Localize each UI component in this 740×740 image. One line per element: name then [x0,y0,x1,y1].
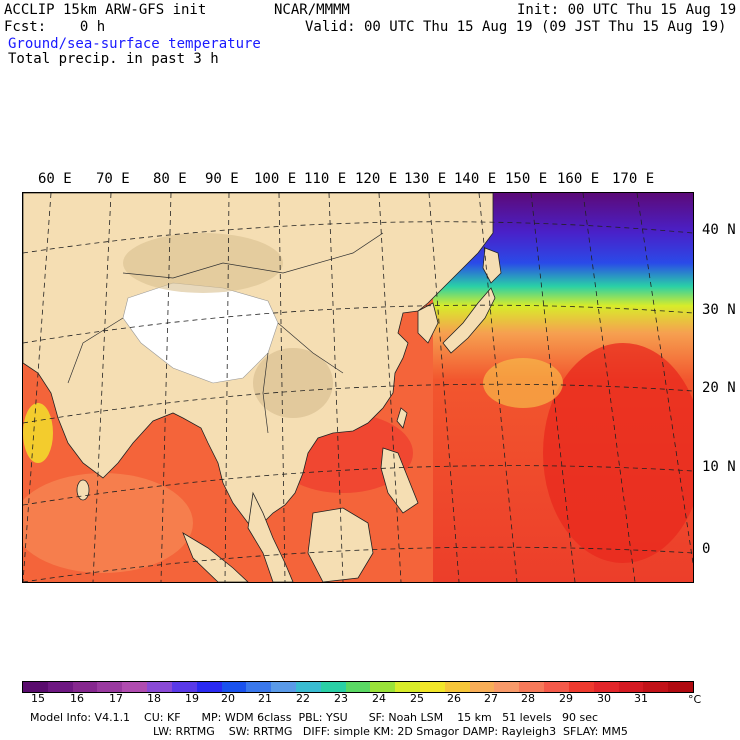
indian-ocean-cool [23,473,193,573]
lat-label: 40 N [702,222,736,238]
malay-peninsula [247,491,294,582]
colorbar-tick: 20 [221,692,235,705]
colorbar-swatch [196,682,222,692]
colorbar-tick: 31 [634,692,648,705]
colorbar-swatch [668,682,693,692]
korea [417,302,439,344]
colorbar-unit: °C [688,693,702,706]
colorbar-swatch [370,682,396,692]
country-borders [67,232,384,434]
field-title-sst: Ground/sea-surface temperature [8,36,261,52]
colorbar-swatch [122,682,148,692]
sst-map-panel [22,192,694,583]
model-info-line2: LW: RRTMG SW: RRTMG DIFF: simple KM: 2D … [153,725,628,738]
lon-label: 130 E [404,171,447,187]
colorbar-tick: 24 [372,692,386,705]
colorbar-tick: 28 [521,692,535,705]
field-title-precip: Total precip. in past 3 h [8,51,219,67]
colorbar-swatch [97,682,123,692]
colorbar-tick: 27 [484,692,498,705]
colorbar-swatch [519,682,545,692]
colorbar-tick: 17 [109,692,123,705]
colorbar-tick: 26 [447,692,461,705]
colorbar-swatch [72,682,98,692]
lat-label: 0 [702,541,711,557]
colorbar-swatch [271,682,296,692]
colorbar-swatch [47,682,73,692]
lon-label: 140 E [454,171,497,187]
colorbar-swatch [643,682,669,692]
lon-label: 150 E [505,171,548,187]
colorbar-swatch [295,682,321,692]
sri-lanka [76,479,90,501]
colorbar-swatch [345,682,371,692]
colorbar-swatch [420,682,445,692]
lat-label: 20 N [702,380,736,396]
colorbar-tick: 15 [31,692,45,705]
sumatra [182,532,249,582]
colorbar-swatch [568,682,594,692]
lon-label: 90 E [205,171,239,187]
lon-label: 170 E [612,171,655,187]
lon-label: 110 E [304,171,347,187]
lon-label: 120 E [355,171,398,187]
model-title: ACCLIP 15km ARW-GFS init [4,2,207,18]
philippines [380,447,419,514]
colorbar-tick: 16 [70,692,84,705]
lat-label: 10 N [702,459,736,475]
colorbar [22,681,694,693]
colorbar-swatch [147,682,172,692]
sst-map [23,193,693,582]
colorbar-tick: 21 [258,692,272,705]
colorbar-tick: 25 [410,692,424,705]
colorbar-swatch [23,682,48,692]
terrain-shading [123,233,283,293]
terrain-shading [253,348,333,418]
colorbar-swatch [320,682,346,692]
colorbar-swatch [246,682,272,692]
valid-time: Valid: 00 UTC Thu 15 Aug 19 (09 JST Thu … [305,19,727,35]
colorbar-swatch [469,682,495,692]
lon-label: 160 E [557,171,600,187]
lon-label: 100 E [254,171,297,187]
init-time: Init: 00 UTC Thu 15 Aug 19 [517,2,737,18]
colorbar-swatch [494,682,520,692]
colorbar-swatch [221,682,247,692]
taiwan [396,407,408,429]
colorbar-tick: 29 [559,692,573,705]
colorbar-tick: 19 [185,692,199,705]
colorbar-swatch [593,682,619,692]
lon-label: 70 E [96,171,130,187]
colorbar-tick: 23 [334,692,348,705]
lon-label: 60 E [38,171,72,187]
model-info-line1: Model Info: V4.1.1 CU: KF MP: WDM 6class… [30,711,599,724]
colorbar-swatch [171,682,197,692]
colorbar-swatch [544,682,569,692]
colorbar-tick: 30 [597,692,611,705]
colorbar-swatch [395,682,420,692]
arabian-coast-patch [23,403,53,463]
forecast-hour: Fcst: 0 h [4,19,106,35]
org-label: NCAR/MMMM [274,2,350,18]
borneo [307,507,374,582]
graticule [23,193,693,582]
colorbar-swatch [444,682,470,692]
lon-label: 80 E [153,171,187,187]
yellow-patch [483,358,563,408]
colorbar-tick: 18 [147,692,161,705]
colorbar-tick: 22 [296,692,310,705]
lat-label: 30 N [702,302,736,318]
japan [442,287,496,354]
hokkaido [482,247,502,284]
colorbar-swatch [618,682,644,692]
